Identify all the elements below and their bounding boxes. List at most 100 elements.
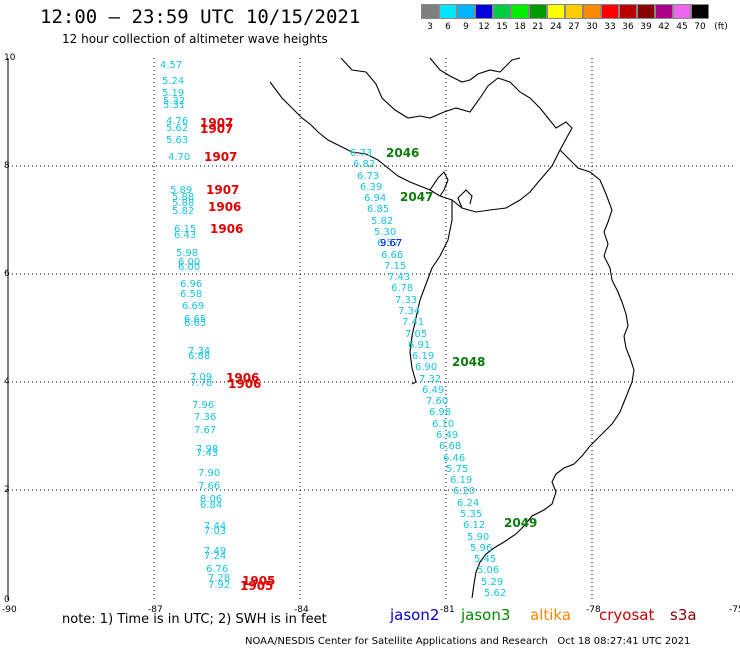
legend-label: 18 bbox=[514, 22, 526, 32]
legend-swatch bbox=[619, 4, 637, 19]
wave-height-label: 6.12 bbox=[463, 520, 485, 531]
wave-height-label: 6.96 bbox=[180, 279, 202, 290]
wave-height-label: 6.15 bbox=[174, 224, 196, 235]
wave-height-label: 5.29 bbox=[481, 577, 503, 588]
wave-height-label: 7.44 bbox=[204, 521, 226, 532]
legend-swatch bbox=[691, 4, 709, 19]
cryosat-time-label: 1906 bbox=[226, 371, 259, 385]
wave-height-label: 8.06 bbox=[200, 494, 222, 505]
jason3-time-label: 2046 bbox=[386, 146, 419, 160]
wave-height-label: 5.45 bbox=[474, 554, 496, 565]
coastline-pacific bbox=[269, 57, 573, 213]
wave-height-label: 5.30 bbox=[374, 227, 396, 238]
wave-height-label: 7.05 bbox=[405, 329, 427, 340]
legend-swatch bbox=[439, 4, 457, 19]
wave-height-label: 6.19 bbox=[450, 475, 472, 486]
altimeter-tracks: 4.575.245.195.325.314.765.625.634.705.89… bbox=[160, 60, 537, 599]
page-title: 12:00 – 23:59 UTC 10/15/2021 bbox=[40, 6, 361, 28]
wave-height-label: 7.41 bbox=[402, 317, 424, 328]
wave-height-label: 7.67 bbox=[194, 425, 216, 436]
wave-height-label: 4.57 bbox=[160, 60, 182, 71]
cryosat-time-label: 1906 bbox=[208, 200, 241, 214]
wave-height-label: 5.62 bbox=[166, 123, 188, 134]
legend-swatch bbox=[637, 4, 655, 19]
x-tick-label: -75 bbox=[729, 605, 740, 615]
y-tick-label: 6 bbox=[4, 269, 10, 279]
legend-swatch bbox=[673, 4, 691, 19]
wave-height-label: 6.57 bbox=[377, 238, 399, 249]
coastline-caribbean bbox=[429, 57, 521, 83]
wave-height-label: 6.00 bbox=[178, 262, 200, 273]
wave-height-label: 5.82 bbox=[172, 206, 194, 217]
wave-height-label: 7.78 bbox=[190, 378, 212, 389]
wave-height-label: 9.67 bbox=[380, 238, 402, 249]
wave-height-label: 5.32 bbox=[163, 96, 185, 107]
wave-height-label: 5.06 bbox=[477, 565, 499, 576]
page-subtitle: 12 hour collection of altimeter wave hei… bbox=[62, 32, 328, 46]
jason3-time-label: 2049 bbox=[504, 516, 537, 530]
wave-height-label: 7.90 bbox=[198, 468, 220, 479]
wave-height-label: 7.24 bbox=[204, 551, 226, 562]
legend-swatch bbox=[583, 4, 601, 19]
legend-swatch bbox=[511, 4, 529, 19]
legend-label: 36 bbox=[622, 22, 634, 32]
wave-height-label: 5.75 bbox=[446, 464, 468, 475]
wave-height-label: 7.49 bbox=[204, 546, 226, 557]
wave-height-label: 7.32 bbox=[419, 374, 441, 385]
legend-label: 30 bbox=[586, 22, 598, 32]
x-tick-label: -81 bbox=[440, 605, 455, 615]
wave-height-label: 5.89 bbox=[170, 185, 192, 196]
legend-label: 12 bbox=[478, 22, 490, 32]
wave-height-label: 6.58 bbox=[180, 289, 202, 300]
legend-label: 45 bbox=[676, 22, 688, 32]
legend-swatch bbox=[421, 4, 439, 19]
wave-height-label: 5.63 bbox=[166, 135, 188, 146]
legend-label: 70 bbox=[694, 22, 706, 32]
legend-swatch bbox=[475, 4, 493, 19]
wave-height-label: 6.94 bbox=[364, 193, 386, 204]
wave-height-label: 6.46 bbox=[443, 453, 465, 464]
legend-label: 3 bbox=[427, 22, 433, 32]
wave-height-label: 5.31 bbox=[163, 100, 185, 111]
wave-height-label: 6.20 bbox=[453, 486, 475, 497]
wave-height-label: 6.98 bbox=[429, 407, 451, 418]
satellite-s3a-label: s3a bbox=[670, 606, 697, 624]
wave-height-label: 6.68 bbox=[439, 441, 461, 452]
legend-label: 9 bbox=[463, 22, 469, 32]
wave-height-label: 6.49 bbox=[436, 430, 458, 441]
wave-height-label: 5.35 bbox=[460, 509, 482, 520]
wave-height-label: 7.33 bbox=[395, 295, 417, 306]
wave-height-label: 7.36 bbox=[194, 412, 216, 423]
legend-label: 42 bbox=[658, 22, 670, 32]
wave-height-label: 7.43 bbox=[196, 448, 218, 459]
wave-height-label: 6.49 bbox=[422, 385, 444, 396]
wave-height-label: 5.19 bbox=[162, 88, 184, 99]
wave-height-label: 6.91 bbox=[408, 340, 430, 351]
legend-label: 15 bbox=[496, 22, 508, 32]
wave-height-label: 7.34 bbox=[398, 306, 420, 317]
coastline-nicoya bbox=[409, 200, 453, 385]
y-tick-label: 2 bbox=[4, 485, 10, 495]
wave-height-label: 6.88 bbox=[188, 351, 210, 362]
wave-height-label: 6.65 bbox=[184, 318, 206, 329]
footer-credit: NOAA/NESDIS Center for Satellite Applica… bbox=[245, 636, 691, 647]
wave-height-label: 6.82 bbox=[353, 159, 375, 170]
wave-height-label: 6.73 bbox=[350, 148, 372, 159]
cryosat-time-label: 1907 bbox=[200, 116, 233, 130]
x-tick-label: -84 bbox=[294, 605, 309, 615]
satellite-cryosat-label: cryosat bbox=[599, 606, 655, 624]
cryosat-time-label: 1907 bbox=[206, 183, 239, 197]
x-tick-label: -87 bbox=[148, 605, 163, 615]
wave-height-label: 4.70 bbox=[168, 152, 190, 163]
wave-height-label: 7.09 bbox=[190, 372, 212, 383]
wave-height-label: 6.85 bbox=[367, 204, 389, 215]
wave-height-label: 6.78 bbox=[391, 283, 413, 294]
wave-height-label: 5.88 bbox=[172, 198, 194, 209]
wave-height-label: 6.10 bbox=[432, 419, 454, 430]
wave-height-label: 7.98 bbox=[196, 444, 218, 455]
coastline-east bbox=[471, 149, 635, 599]
wave-height-label: 6.84 bbox=[200, 500, 222, 511]
legend-label: 24 bbox=[550, 22, 562, 32]
wave-height-label: 6.19 bbox=[412, 351, 434, 362]
